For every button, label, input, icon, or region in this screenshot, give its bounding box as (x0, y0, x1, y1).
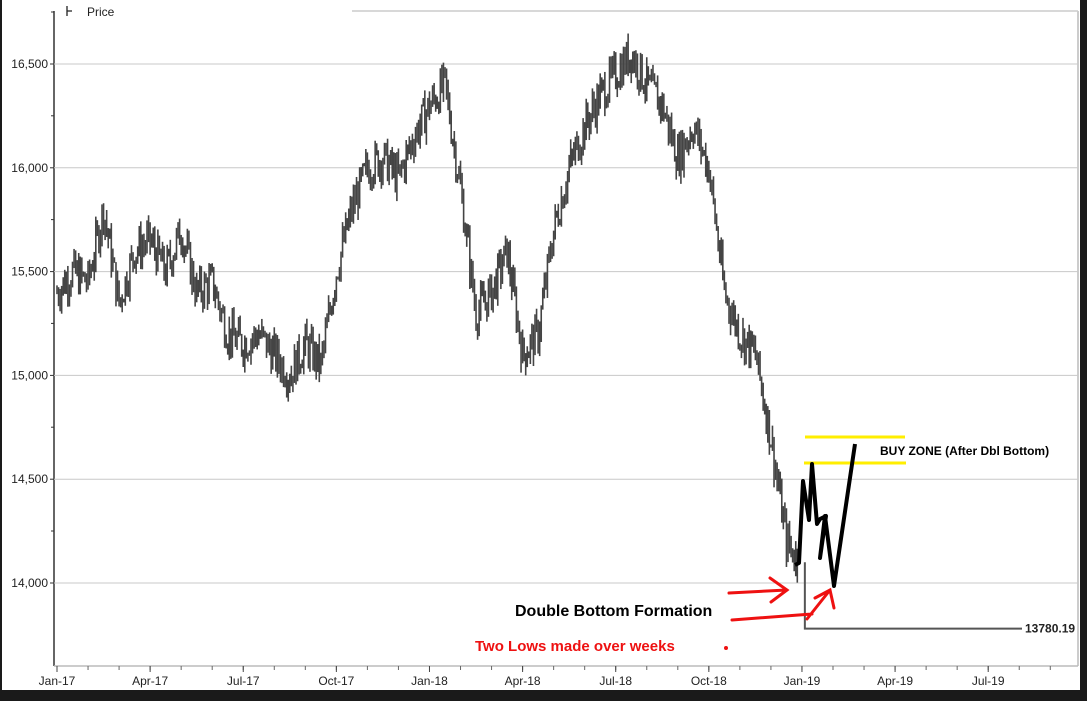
double-bottom-sketch (794, 443, 857, 588)
x-tick-label: Jan-19 (784, 674, 821, 688)
y-tick-label: 16,500 (11, 57, 48, 71)
x-tick-label: Jul-18 (599, 674, 632, 688)
x-tick-label: Apr-17 (132, 674, 168, 688)
arrow-second-low (730, 587, 836, 622)
last-value-line (803, 562, 1022, 630)
red-arrows (727, 576, 836, 622)
chart-area: 14,000 14,500 15,000 15,500 16,000 16,500 Jan… (2, 0, 1080, 690)
x-tick-label: Jul-19 (972, 674, 1005, 688)
y-axis: 14,000 14,500 15,000 15,500 16,000 16,500 (11, 11, 54, 590)
x-tick-label: Jan-18 (411, 674, 448, 688)
x-tick-label: Apr-19 (877, 674, 913, 688)
y-tick-label: 14,500 (11, 472, 48, 486)
x-tick-label: Oct-17 (318, 674, 354, 688)
y-tick-label: 15,500 (11, 265, 48, 279)
pattern-label: Double Bottom Formation (515, 603, 712, 620)
price-series (56, 33, 799, 583)
y-tick-label: 16,000 (11, 161, 48, 175)
arrow-first-low (727, 576, 790, 604)
legend-label: Price (87, 5, 115, 19)
last-value-label: 13780.19 (1025, 622, 1075, 636)
gridlines (53, 10, 1079, 667)
price-chart: 14,000 14,500 15,000 15,500 16,000 16,500 Jan… (11, 5, 1079, 688)
x-tick-label: Oct-18 (691, 674, 727, 688)
x-tick-label: Jan-17 (39, 674, 76, 688)
red-dot (724, 646, 728, 650)
legend[interactable]: Price (66, 5, 115, 19)
x-tick-label: Jul-17 (227, 674, 260, 688)
x-tick-label: Apr-18 (505, 674, 541, 688)
y-tick-label: 15,000 (11, 368, 48, 382)
x-axis: Jan-17 Apr-17 Jul-17 Oct-17 Jan-18 Apr-18 Jul-… (39, 666, 1051, 688)
y-tick-label: 14,000 (11, 576, 48, 590)
buy-zone-label: BUY ZONE (After Dbl Bottom) (880, 444, 1049, 458)
ohlc-legend-icon (66, 6, 72, 16)
note-label: Two Lows made over weeks (475, 638, 675, 655)
